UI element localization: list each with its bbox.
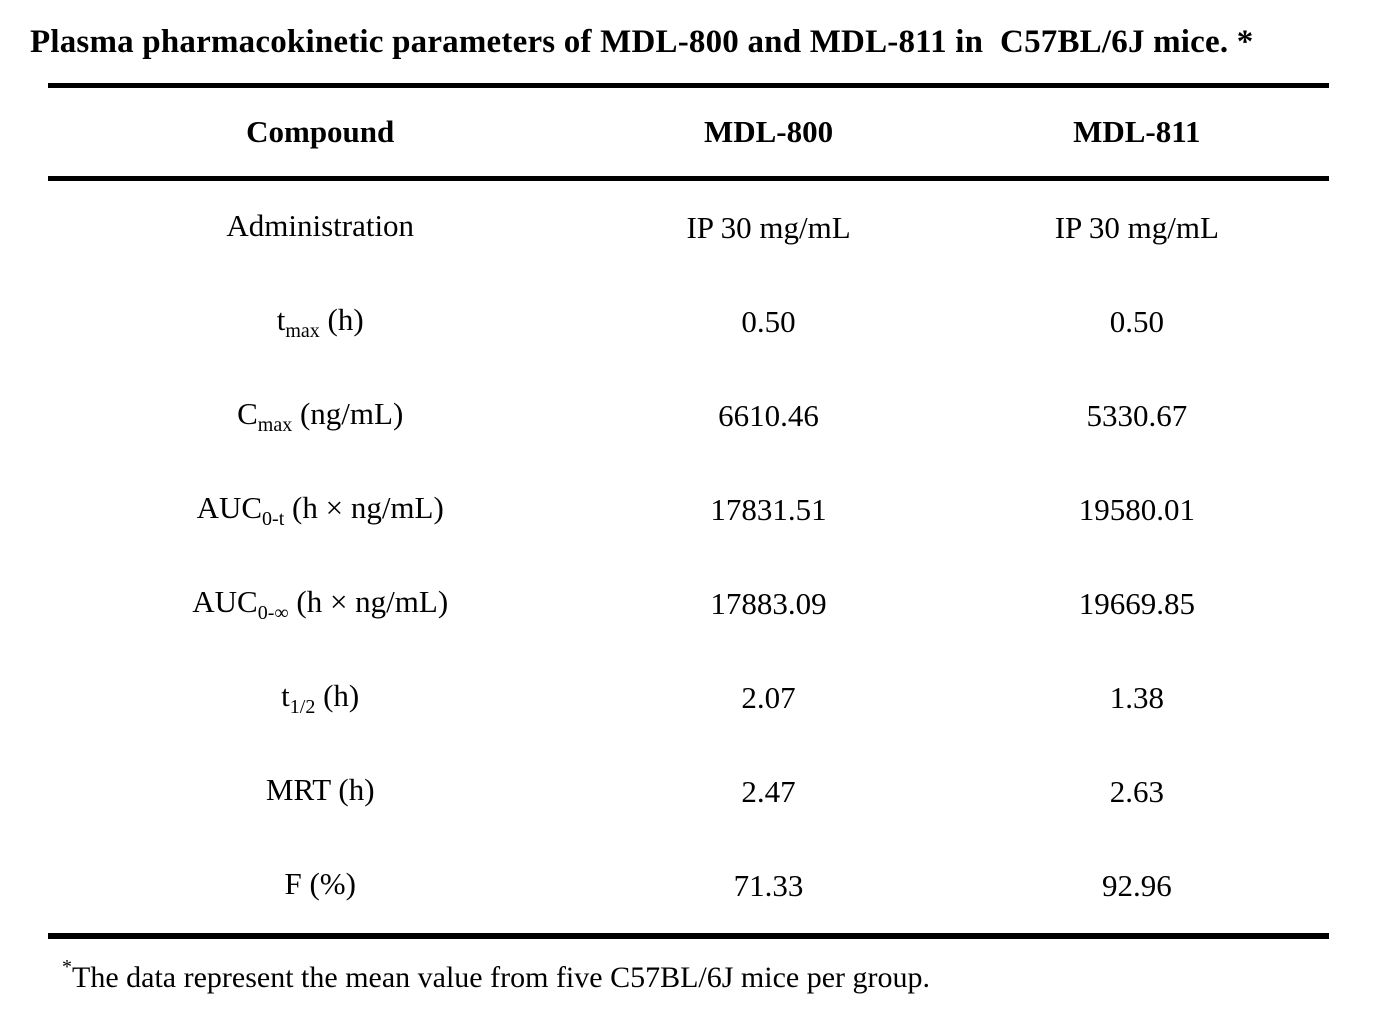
value-mdl800: IP 30 mg/mL [686, 210, 851, 245]
value-mdl811: 92.96 [1101, 868, 1172, 903]
value-mdl800: 0.50 [741, 304, 796, 339]
rule-top [48, 83, 1329, 88]
param-post: (h) [319, 301, 364, 337]
param-post: (h × ng/mL) [288, 583, 449, 619]
param-post: (ng/mL) [292, 395, 404, 431]
value-mdl811: 5330.67 [1086, 398, 1188, 433]
param-pre: MRT (h) [265, 771, 375, 807]
rule-bottom [48, 933, 1329, 939]
param-pre: t [276, 301, 286, 337]
param-label: MRT (h) [48, 772, 592, 813]
value-mdl811: 19669.85 [1078, 586, 1195, 621]
param-sub: max [257, 413, 293, 436]
param-label: AUC0-t (h × ng/mL) [48, 490, 592, 531]
param-label: Administration [48, 208, 592, 249]
param-pre: C [237, 395, 258, 431]
table-header-row: Compound MDL-800 MDL-811 [48, 88, 1329, 176]
footnote-marker: * [62, 956, 72, 978]
value-mdl811: 19580.01 [1078, 492, 1195, 527]
value-mdl800: 71.33 [733, 868, 804, 903]
value-mdl800: 17831.51 [710, 492, 827, 527]
param-pre: F (%) [284, 865, 356, 901]
param-label: t1/2 (h) [48, 678, 592, 719]
param-post: (h) [315, 677, 360, 713]
table-row: F (%) 71.33 92.96 [48, 839, 1329, 933]
header-mdl811: MDL-811 [1073, 114, 1201, 149]
param-sub: 0-t [262, 507, 285, 530]
table-row: Cmax (ng/mL) 6610.46 5330.67 [48, 369, 1329, 463]
param-pre: AUC [192, 583, 258, 619]
table-row: t1/2 (h) 2.07 1.38 [48, 651, 1329, 745]
param-sub: max [285, 319, 320, 342]
value-mdl800: 6610.46 [718, 398, 819, 433]
value-mdl811: IP 30 mg/mL [1054, 210, 1219, 245]
param-sub: 1/2 [289, 695, 316, 718]
table-row: MRT (h) 2.47 2.63 [48, 745, 1329, 839]
footnote: *The data represent the mean value from … [62, 956, 930, 995]
rule-header-bottom [48, 176, 1329, 181]
table-row: AUC0-∞ (h × ng/mL) 17883.09 19669.85 [48, 557, 1329, 651]
value-mdl811: 1.38 [1109, 680, 1164, 715]
param-label: F (%) [48, 866, 592, 907]
value-mdl800: 2.47 [741, 774, 796, 809]
header-compound: Compound [246, 114, 395, 149]
param-label: tmax (h) [48, 302, 592, 343]
value-mdl800: 17883.09 [710, 586, 827, 621]
footnote-text: The data represent the mean value from f… [72, 961, 931, 994]
value-mdl811: 0.50 [1109, 304, 1164, 339]
table-row: Administration IP 30 mg/mL IP 30 mg/mL [48, 181, 1329, 275]
value-mdl800: 2.07 [741, 680, 796, 715]
param-pre: t [281, 677, 290, 713]
table-row: AUC0-t (h × ng/mL) 17831.51 19580.01 [48, 463, 1329, 557]
table-row: tmax (h) 0.50 0.50 [48, 275, 1329, 369]
param-pre: AUC [196, 489, 263, 525]
param-sub: 0-∞ [257, 601, 289, 624]
value-mdl811: 2.63 [1109, 774, 1164, 809]
header-mdl800: MDL-800 [703, 114, 834, 149]
param-label: AUC0-∞ (h × ng/mL) [48, 584, 592, 625]
param-label: Cmax (ng/mL) [48, 396, 592, 437]
param-post: (h × ng/mL) [284, 489, 444, 525]
table-title: Plasma pharmacokinetic parameters of MDL… [30, 24, 1254, 60]
param-pre: Administration [226, 207, 415, 243]
pk-table: Compound MDL-800 MDL-811 Administration … [48, 83, 1329, 939]
